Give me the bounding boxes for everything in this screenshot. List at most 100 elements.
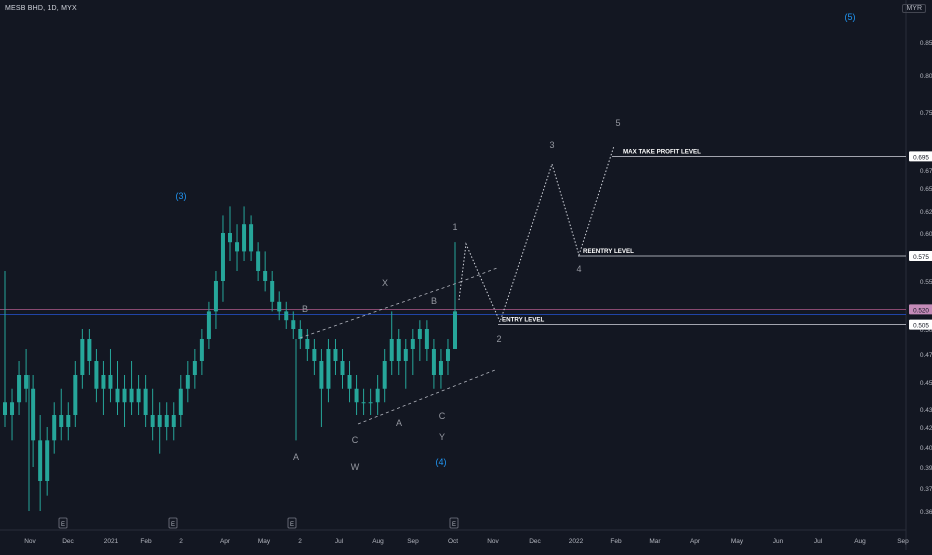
y-tick-label: 0.675 (920, 168, 932, 175)
candle-body (417, 329, 422, 339)
channel-lower-line (357, 369, 496, 425)
symbol-header: MESB BHD, 1D, MYX (5, 5, 77, 12)
x-tick-label: Nov (24, 538, 36, 545)
current-price-badge-text: 0.520 (913, 307, 929, 314)
candle-body (431, 349, 436, 375)
x-tick-label: 2022 (569, 538, 584, 545)
candle-body (199, 339, 204, 361)
candle-body (129, 388, 134, 403)
candle-body (347, 375, 352, 389)
candle-body (45, 440, 50, 481)
candle-body (340, 361, 345, 375)
y-tick-label: 0.625 (920, 209, 932, 216)
wave-label-gray: B (302, 304, 308, 314)
price-level-label: MAX TAKE PROFIT LEVEL (623, 148, 701, 155)
candle-body (291, 320, 296, 329)
projected-wave-path (458, 145, 615, 324)
candle-body (263, 271, 268, 281)
x-tick-label: Mar (649, 538, 661, 545)
candle-body (157, 415, 162, 427)
candle-body (354, 388, 359, 403)
candle-body (206, 311, 211, 339)
x-tick-label: 2 (179, 538, 183, 545)
candle-body (59, 415, 64, 427)
candle-body (256, 251, 261, 271)
y-tick-label: 0.475 (920, 352, 932, 359)
y-tick-label: 0.390 (920, 465, 932, 472)
candle-body (326, 349, 331, 389)
candle-body (52, 415, 57, 441)
y-tick-label: 0.435 (920, 407, 932, 414)
x-tick-label: May (731, 538, 744, 545)
candle-body (17, 375, 22, 403)
wave-label-gray: A (293, 452, 299, 462)
earnings-marker-box (58, 517, 68, 529)
y-tick-label: 0.850 (920, 40, 932, 47)
x-tick-label: Dec (62, 538, 74, 545)
y-tick-label: 0.550 (920, 279, 932, 286)
earnings-marker-label: E (171, 522, 175, 528)
current-price-badge (909, 304, 932, 315)
candle-body (453, 311, 457, 349)
candle-body (235, 242, 240, 252)
y-tick-label: 0.420 (920, 425, 932, 432)
wave-label-gray: A (396, 418, 402, 428)
candle-body (396, 339, 401, 361)
wave-label-gray: C (439, 411, 446, 421)
candle-body (220, 233, 225, 281)
candle-body (122, 388, 127, 403)
candle-body (298, 329, 303, 339)
candle-body (80, 339, 85, 375)
candle-body (115, 388, 120, 403)
wave-label-blue: (3) (176, 191, 187, 201)
x-tick-label: May (258, 538, 271, 545)
wave-label-gray: Y (439, 432, 445, 442)
candle-body (150, 415, 155, 427)
candle-body (87, 339, 92, 361)
x-tick-label: Aug (854, 538, 866, 545)
candle-body (94, 361, 99, 389)
candle-body (277, 301, 282, 312)
x-tick-label: Jul (814, 538, 823, 545)
candle-body (403, 349, 408, 361)
wave-label-gray: C (352, 435, 359, 445)
y-tick-label: 0.800 (920, 73, 932, 80)
candle-body (438, 361, 443, 375)
price-level-label: REENTRY LEVEL (583, 248, 634, 255)
candle-body (312, 349, 317, 361)
y-tick-label: 0.650 (920, 186, 932, 193)
candle-body (73, 375, 78, 415)
candle-body (389, 339, 394, 361)
wave-label-gray: X (382, 278, 388, 288)
x-tick-label: Aug (372, 538, 384, 545)
candle-body (66, 415, 71, 427)
x-tick-label: Sep (897, 538, 909, 545)
candle-body (249, 224, 254, 252)
wave-label-gray: 2 (496, 334, 501, 344)
wave-label-gray: W (351, 462, 360, 472)
price-level-label: ENTRY LEVEL (502, 317, 545, 324)
price-level-badge-text: 0.695 (913, 154, 929, 161)
candle-body (38, 440, 43, 481)
earnings-marker-label: E (290, 522, 294, 528)
candle-body (192, 361, 197, 375)
x-tick-label: Sep (407, 538, 419, 545)
candle-body (213, 281, 218, 312)
candle-body (410, 339, 415, 349)
candle-body (101, 375, 106, 389)
candle-body (164, 415, 169, 427)
candle-body (319, 361, 324, 389)
x-tick-label: Jul (335, 538, 344, 545)
candle-body (361, 402, 366, 404)
earnings-marker-box (168, 517, 178, 529)
y-tick-label: 0.600 (920, 231, 932, 238)
y-tick-label: 0.360 (920, 509, 932, 516)
candle-body (382, 361, 387, 389)
x-tick-label: Feb (610, 538, 622, 545)
price-level-badge (909, 151, 932, 162)
candle-body (333, 349, 338, 361)
x-tick-label: Nov (487, 538, 499, 545)
currency-badge[interactable]: MYR (902, 4, 926, 13)
